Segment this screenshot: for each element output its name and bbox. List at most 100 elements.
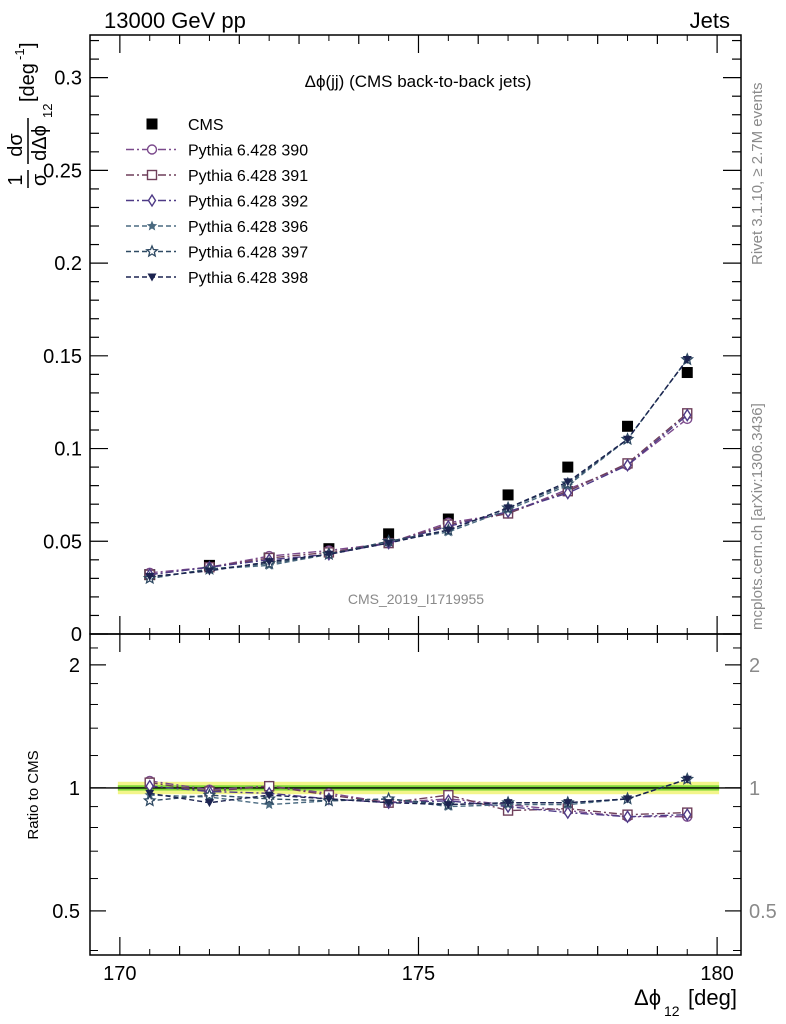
series-6: [145, 356, 692, 582]
ratio-series-line: [149, 780, 688, 818]
ratio-panel: 0.5 0.5 1 1 2 2 170 175 180: [52, 633, 777, 985]
data-point: [384, 799, 394, 808]
data-point: [324, 550, 334, 559]
data-point: [503, 504, 513, 513]
legend-item: Pythia 6.428 396: [126, 219, 308, 236]
mcplots-label: mcplots.cern.ch [arXiv:1306.3436]: [749, 403, 766, 630]
svg-text:]: ]: [17, 42, 39, 48]
x-axis-label: Δϕ 12 [deg]: [634, 985, 737, 1019]
ratio-y-axis-label: Ratio to CMS: [25, 750, 42, 839]
data-point: [443, 526, 453, 535]
svg-text:1: 1: [5, 174, 27, 185]
legend-item: Pythia 6.428 391: [126, 168, 308, 185]
data-point: [146, 169, 158, 181]
ratio-frame: [89, 633, 742, 956]
data-point: [202, 787, 217, 801]
ratio-y-tick-label-right: 2: [749, 655, 760, 677]
x-tick-label: 180: [700, 963, 733, 985]
series-line: [149, 359, 688, 578]
series-2: [144, 408, 693, 580]
y-tick-label: 0: [71, 624, 82, 646]
legend-item: Pythia 6.428 397: [126, 244, 308, 262]
svg-text:12: 12: [664, 1003, 680, 1019]
series-1: [144, 413, 693, 579]
series-line: [149, 412, 688, 576]
svg-text:12: 12: [40, 104, 55, 118]
data-point: [204, 799, 214, 808]
data-point: [264, 558, 274, 567]
svg-text:dΔϕ: dΔϕ: [29, 125, 51, 161]
data-point: [146, 144, 158, 155]
series-5: [142, 352, 695, 585]
data-point: [622, 420, 634, 432]
data-point: [623, 435, 633, 444]
svg-text:Δϕ: Δϕ: [634, 985, 661, 1010]
legend-label: Pythia 6.428 392: [188, 194, 308, 211]
data-point: [147, 193, 157, 208]
rivet-label: Rivet 3.1.10, ≥ 2.7M events: [749, 83, 766, 266]
ratio-series-line: [149, 781, 688, 816]
data-point: [623, 809, 632, 824]
data-point: [682, 408, 692, 422]
data-point: [682, 775, 692, 784]
main-panel: 0 0.05 0.1 0.15 0.2 0.25 0.3 Δϕ(jj) (CMS back-…: [43, 34, 742, 646]
header-category: Jets: [690, 8, 730, 33]
ratio-y-tick-label: 1: [69, 778, 80, 800]
legend-label: Pythia 6.428 391: [188, 168, 308, 185]
x-tick-label: 175: [402, 963, 435, 985]
svg-text:σ: σ: [29, 173, 51, 186]
legend-label: Pythia 6.428 398: [188, 270, 308, 287]
series-4: [144, 354, 693, 583]
svg-text:-1: -1: [12, 48, 27, 60]
data-point: [563, 478, 573, 487]
data-point: [142, 793, 157, 807]
legend-label: Pythia 6.428 396: [188, 219, 308, 236]
data-point: [502, 489, 514, 501]
ratio-series-line: [149, 778, 688, 808]
y-tick-label: 0.2: [54, 253, 82, 275]
ratio-y-tick-label-right: 0.5: [749, 901, 777, 923]
data-point: [682, 807, 692, 822]
data-point: [563, 799, 573, 808]
series-line: [149, 414, 688, 576]
legend-item: CMS: [146, 117, 224, 134]
data-point: [562, 461, 574, 473]
data-point: [563, 805, 573, 820]
header-energy: 13000 GeV pp: [104, 8, 246, 33]
y-tick-label: 0.25: [43, 160, 82, 182]
ratio-series-5: [145, 775, 692, 810]
data-point: [383, 528, 395, 540]
watermark: CMS_2019_I1719955: [348, 591, 484, 607]
series-line: [149, 359, 688, 580]
y-tick-label: 0.05: [43, 531, 82, 553]
series-0: [144, 367, 693, 581]
ratio-y-tick-label: 0.5: [52, 901, 80, 923]
data-point: [384, 539, 394, 548]
data-point: [443, 801, 453, 810]
data-point: [623, 795, 633, 804]
legend-item: Pythia 6.428 398: [126, 270, 308, 287]
svg-text:dσ: dσ: [5, 133, 27, 157]
ratio-y-tick-label-right: 1: [749, 778, 760, 800]
legend-item: Pythia 6.428 392: [126, 194, 308, 211]
data-point: [204, 567, 214, 576]
data-point: [145, 244, 159, 258]
data-point: [682, 356, 692, 365]
data-point: [145, 573, 155, 582]
ratio-y-tick-label: 2: [69, 655, 80, 677]
data-point: [145, 789, 155, 798]
legend-label: Pythia 6.428 390: [188, 143, 308, 160]
data-point: [563, 486, 573, 500]
series-3: [145, 408, 692, 582]
legend-label: CMS: [188, 117, 224, 134]
y-tick-label: 0.3: [54, 68, 82, 90]
data-point: [147, 273, 157, 282]
data-point: [503, 799, 513, 808]
x-tick-label: 170: [103, 963, 136, 985]
y-tick-label: 0.15: [43, 346, 82, 368]
main-y-axis-label: 1 σ dσ dΔϕ 12 [deg -1 ]: [5, 42, 55, 188]
data-point: [146, 220, 158, 231]
series-line: [149, 418, 688, 574]
legend-item: Pythia 6.428 390: [126, 143, 308, 160]
